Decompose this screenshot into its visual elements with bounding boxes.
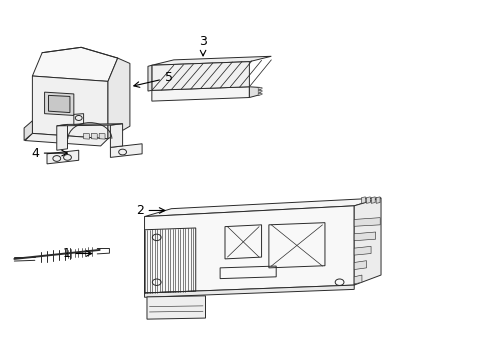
Polygon shape [375, 197, 379, 203]
Polygon shape [25, 134, 108, 146]
Text: 4: 4 [31, 147, 67, 159]
Polygon shape [353, 198, 380, 285]
Polygon shape [57, 125, 67, 150]
Polygon shape [353, 232, 375, 241]
Polygon shape [370, 197, 374, 203]
Text: 3: 3 [199, 35, 206, 56]
Polygon shape [353, 275, 361, 284]
Polygon shape [83, 134, 89, 139]
Polygon shape [152, 87, 249, 101]
Polygon shape [32, 76, 108, 139]
Polygon shape [152, 56, 271, 65]
Polygon shape [144, 285, 353, 297]
Polygon shape [57, 124, 122, 126]
Polygon shape [258, 93, 262, 95]
Polygon shape [47, 150, 79, 164]
Polygon shape [258, 90, 262, 93]
Polygon shape [48, 95, 70, 113]
Polygon shape [110, 144, 142, 157]
Polygon shape [147, 296, 205, 319]
Polygon shape [353, 261, 366, 270]
Polygon shape [110, 124, 122, 147]
Text: 5: 5 [134, 71, 173, 87]
Polygon shape [144, 206, 353, 293]
Polygon shape [249, 87, 260, 98]
Polygon shape [44, 92, 74, 116]
Polygon shape [24, 121, 32, 140]
Polygon shape [152, 62, 249, 90]
Polygon shape [148, 65, 152, 91]
Polygon shape [32, 47, 118, 81]
Polygon shape [366, 197, 369, 203]
Polygon shape [108, 58, 130, 139]
Polygon shape [91, 134, 97, 139]
Polygon shape [353, 218, 380, 226]
Polygon shape [353, 246, 370, 255]
Text: 1: 1 [62, 247, 92, 260]
Polygon shape [361, 197, 365, 203]
Polygon shape [74, 114, 83, 125]
Polygon shape [99, 134, 105, 139]
Polygon shape [258, 87, 262, 90]
Polygon shape [144, 198, 380, 217]
Text: 2: 2 [136, 204, 164, 217]
